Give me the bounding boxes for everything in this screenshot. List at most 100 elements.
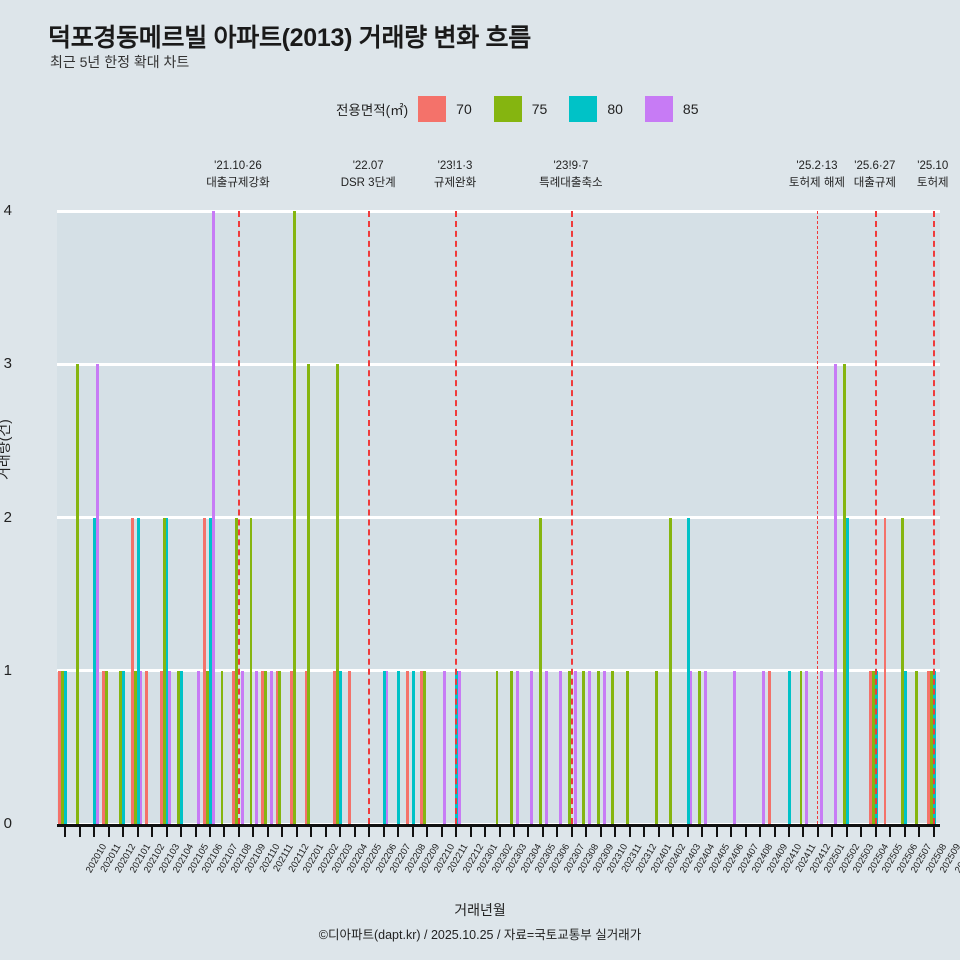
x-tick: [570, 824, 573, 837]
bar[interactable]: [698, 670, 702, 824]
bar[interactable]: [495, 670, 499, 824]
bar[interactable]: [240, 670, 244, 824]
bar[interactable]: [197, 670, 201, 824]
bar[interactable]: [203, 517, 207, 824]
bar[interactable]: [133, 670, 137, 824]
bar[interactable]: [275, 670, 279, 824]
bar[interactable]: [805, 670, 809, 824]
bar[interactable]: [101, 670, 105, 824]
bar[interactable]: [567, 670, 571, 824]
bar[interactable]: [75, 364, 79, 824]
bar[interactable]: [573, 670, 577, 824]
bar[interactable]: [926, 670, 930, 824]
bar[interactable]: [290, 670, 293, 824]
bar[interactable]: [611, 670, 615, 824]
bar[interactable]: [689, 670, 693, 824]
bar[interactable]: [845, 517, 849, 824]
bar[interactable]: [58, 670, 62, 824]
bar[interactable]: [336, 364, 340, 824]
bar[interactable]: [347, 670, 351, 824]
bar[interactable]: [177, 670, 181, 824]
bar[interactable]: [799, 670, 803, 824]
bar[interactable]: [669, 517, 673, 824]
bar[interactable]: [929, 670, 933, 824]
bar[interactable]: [871, 670, 875, 824]
bar[interactable]: [596, 670, 600, 824]
bar[interactable]: [423, 670, 427, 824]
legend-item-85[interactable]: 85: [644, 96, 717, 122]
bar[interactable]: [834, 364, 838, 824]
bar[interactable]: [145, 670, 149, 824]
bar[interactable]: [686, 517, 690, 824]
bar[interactable]: [515, 670, 519, 824]
bar[interactable]: [255, 670, 259, 824]
bar[interactable]: [122, 670, 126, 824]
bar[interactable]: [819, 670, 823, 824]
bar[interactable]: [249, 517, 253, 824]
bar[interactable]: [869, 670, 872, 824]
footer-credit: ©디아파트(dapt.kr) / 2025.10.25 / 자료=국토교통부 실…: [318, 928, 642, 942]
bar[interactable]: [405, 670, 409, 824]
bar[interactable]: [843, 364, 846, 824]
bar[interactable]: [269, 670, 273, 824]
bar[interactable]: [104, 670, 108, 824]
legend-item-75[interactable]: 75: [493, 96, 566, 122]
bar[interactable]: [704, 670, 707, 824]
bar[interactable]: [457, 670, 461, 824]
bar[interactable]: [61, 670, 65, 824]
bar[interactable]: [382, 670, 386, 824]
bar[interactable]: [180, 670, 183, 824]
bar[interactable]: [64, 670, 68, 824]
x-tick: [773, 824, 776, 837]
bar[interactable]: [588, 670, 592, 824]
bar[interactable]: [397, 670, 401, 824]
bar[interactable]: [900, 517, 904, 824]
bar[interactable]: [139, 670, 143, 824]
bar[interactable]: [420, 670, 424, 824]
bar[interactable]: [304, 670, 308, 824]
bar[interactable]: [130, 517, 134, 824]
bar[interactable]: [903, 670, 907, 824]
bar[interactable]: [625, 670, 629, 824]
bar[interactable]: [915, 670, 919, 824]
bar[interactable]: [443, 670, 447, 824]
bar[interactable]: [206, 670, 209, 824]
bar[interactable]: [761, 670, 765, 824]
bar[interactable]: [220, 670, 224, 824]
bar[interactable]: [411, 670, 415, 824]
bar[interactable]: [278, 670, 282, 824]
bar[interactable]: [261, 670, 264, 824]
bar[interactable]: [385, 670, 389, 824]
bar[interactable]: [307, 364, 311, 824]
bar[interactable]: [159, 670, 163, 824]
bar[interactable]: [211, 211, 215, 824]
bar[interactable]: [767, 670, 771, 824]
bar[interactable]: [544, 670, 548, 824]
bar[interactable]: [883, 517, 887, 824]
bar[interactable]: [559, 670, 563, 824]
bar[interactable]: [263, 670, 267, 824]
bar[interactable]: [235, 517, 238, 824]
bar[interactable]: [208, 517, 212, 824]
bar[interactable]: [165, 517, 169, 824]
bar[interactable]: [292, 211, 296, 824]
bar[interactable]: [168, 670, 172, 824]
legend-item-80[interactable]: 80: [569, 96, 641, 122]
bar[interactable]: [232, 670, 236, 824]
bar[interactable]: [602, 670, 606, 824]
bar[interactable]: [333, 670, 337, 824]
legend-item-70[interactable]: 70: [418, 96, 490, 122]
bar[interactable]: [510, 670, 513, 824]
bar[interactable]: [119, 670, 123, 824]
bar[interactable]: [654, 670, 658, 824]
bar[interactable]: [162, 517, 166, 824]
bar[interactable]: [136, 517, 140, 824]
bar[interactable]: [539, 517, 542, 824]
bar[interactable]: [530, 670, 534, 824]
bar[interactable]: [96, 364, 99, 824]
bar[interactable]: [339, 670, 343, 824]
bar[interactable]: [582, 670, 586, 824]
bar[interactable]: [788, 670, 791, 824]
bar[interactable]: [733, 670, 736, 824]
bar[interactable]: [93, 517, 97, 824]
